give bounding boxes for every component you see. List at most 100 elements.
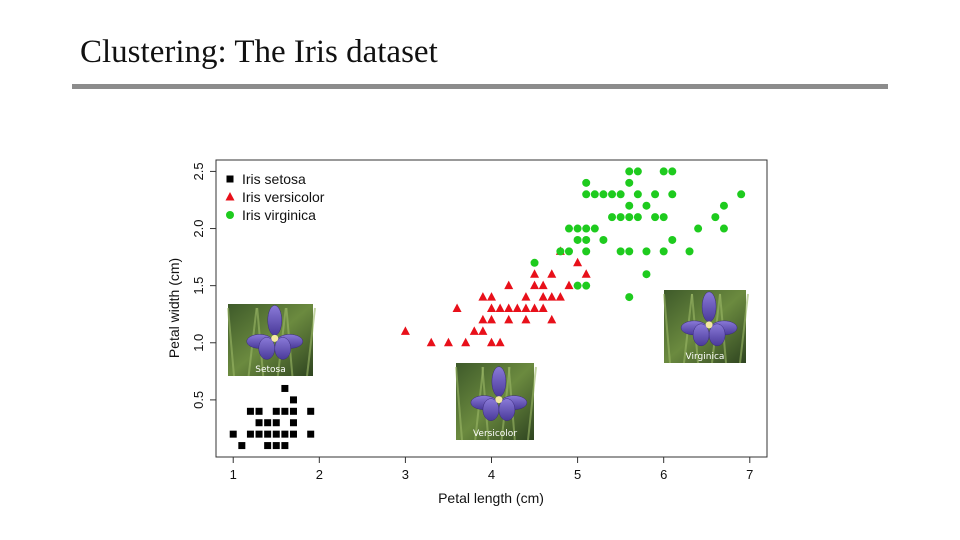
- data-point: [478, 292, 488, 301]
- data-point: [478, 326, 488, 335]
- data-point: [737, 190, 746, 199]
- data-point: [487, 303, 496, 312]
- data-point: [264, 419, 272, 427]
- data-point: [521, 314, 531, 324]
- leaf-stroke: [455, 366, 463, 441]
- data-point: [495, 337, 505, 347]
- photo-caption: Versicolor: [473, 429, 517, 439]
- data-point: [668, 235, 677, 244]
- x-tick-label: 2: [316, 467, 323, 482]
- data-point: [487, 292, 496, 301]
- data-point: [564, 247, 573, 256]
- data-point: [521, 303, 531, 312]
- data-point: [289, 407, 297, 415]
- data-point: [719, 201, 728, 210]
- x-axis-label: Petal length (cm): [438, 490, 544, 506]
- data-point: [582, 224, 591, 233]
- data-point: [651, 190, 660, 199]
- data-point: [281, 430, 289, 438]
- data-point: [443, 337, 453, 347]
- data-point: [668, 167, 677, 176]
- data-point: [694, 224, 703, 233]
- data-point: [246, 407, 254, 415]
- data-point: [264, 442, 272, 450]
- data-point: [719, 224, 728, 233]
- x-tick-label: 7: [746, 467, 753, 482]
- data-point: [642, 270, 651, 279]
- legend-entry-label: Iris setosa: [242, 171, 306, 187]
- data-point: [229, 430, 237, 438]
- x-tick-label: 5: [574, 467, 581, 482]
- data-point: [255, 430, 263, 438]
- data-point: [616, 247, 625, 256]
- data-point: [659, 167, 668, 176]
- data-point: [547, 314, 557, 324]
- title-divider: [72, 84, 888, 89]
- petal-shape: [491, 366, 507, 397]
- data-point: [659, 247, 668, 256]
- data-point: [668, 190, 677, 199]
- x-tick-label: 3: [402, 467, 409, 482]
- y-axis: 0.5 1.0 1.5 2.0 2.5: [191, 162, 217, 409]
- data-point: [495, 303, 505, 312]
- data-point: [582, 247, 591, 256]
- data-point: [512, 303, 522, 312]
- data-point: [461, 337, 471, 347]
- x-tick-label: 6: [660, 467, 667, 482]
- iris-flower-icon: [246, 305, 303, 360]
- x-tick-label: 4: [488, 467, 495, 482]
- legend-marker: [225, 192, 235, 201]
- data-point: [642, 201, 651, 210]
- data-point: [608, 190, 617, 199]
- series-iris-setosa: [229, 384, 315, 450]
- data-point: [538, 303, 548, 312]
- flower-photos: Setosa Versicolor Virginica: [227, 290, 749, 441]
- data-point: [547, 292, 557, 301]
- leaf-stroke: [663, 293, 671, 364]
- flower-center: [495, 396, 503, 404]
- flower-center: [271, 334, 279, 342]
- data-point: [555, 292, 565, 301]
- data-point: [616, 190, 625, 199]
- data-point: [272, 442, 280, 450]
- x-axis: 1 2 3 4 5 6 7: [230, 456, 753, 482]
- data-point: [582, 235, 591, 244]
- legend-marker: [226, 211, 234, 219]
- data-points: [229, 167, 746, 450]
- data-point: [426, 337, 436, 347]
- data-point: [289, 419, 297, 427]
- data-point: [659, 213, 668, 222]
- flower-center: [705, 321, 713, 329]
- data-point: [625, 213, 634, 222]
- data-point: [547, 269, 557, 278]
- y-tick-label: 2.0: [191, 219, 206, 237]
- data-point: [281, 442, 289, 450]
- data-point: [573, 235, 582, 244]
- data-point: [504, 314, 514, 324]
- data-point: [685, 247, 694, 256]
- data-point: [582, 281, 591, 290]
- legend-entry-label: Iris virginica: [242, 207, 316, 223]
- slide-title: Clustering: The Iris dataset: [80, 34, 438, 70]
- y-tick-label: 0.5: [191, 391, 206, 409]
- data-point: [255, 407, 263, 415]
- x-tick-label: 1: [230, 467, 237, 482]
- leaf-stroke: [227, 307, 235, 377]
- y-tick-label: 1.0: [191, 334, 206, 352]
- petal-shape: [498, 398, 516, 421]
- data-point: [625, 167, 634, 176]
- data-point: [625, 178, 634, 187]
- y-axis-label: Petal width (cm): [166, 258, 182, 358]
- data-point: [625, 247, 634, 256]
- legend-entry-label: Iris versicolor: [242, 189, 325, 205]
- data-point: [281, 407, 289, 415]
- data-point: [590, 190, 599, 199]
- iris-photo-virginica: Virginica: [663, 290, 749, 364]
- data-point: [556, 247, 565, 256]
- leaf-stroke: [739, 293, 749, 364]
- legend: Iris setosa Iris versicolor Iris virginica: [225, 171, 325, 223]
- iris-photo-setosa: Setosa: [227, 304, 316, 377]
- data-point: [625, 293, 634, 302]
- data-point: [530, 303, 540, 312]
